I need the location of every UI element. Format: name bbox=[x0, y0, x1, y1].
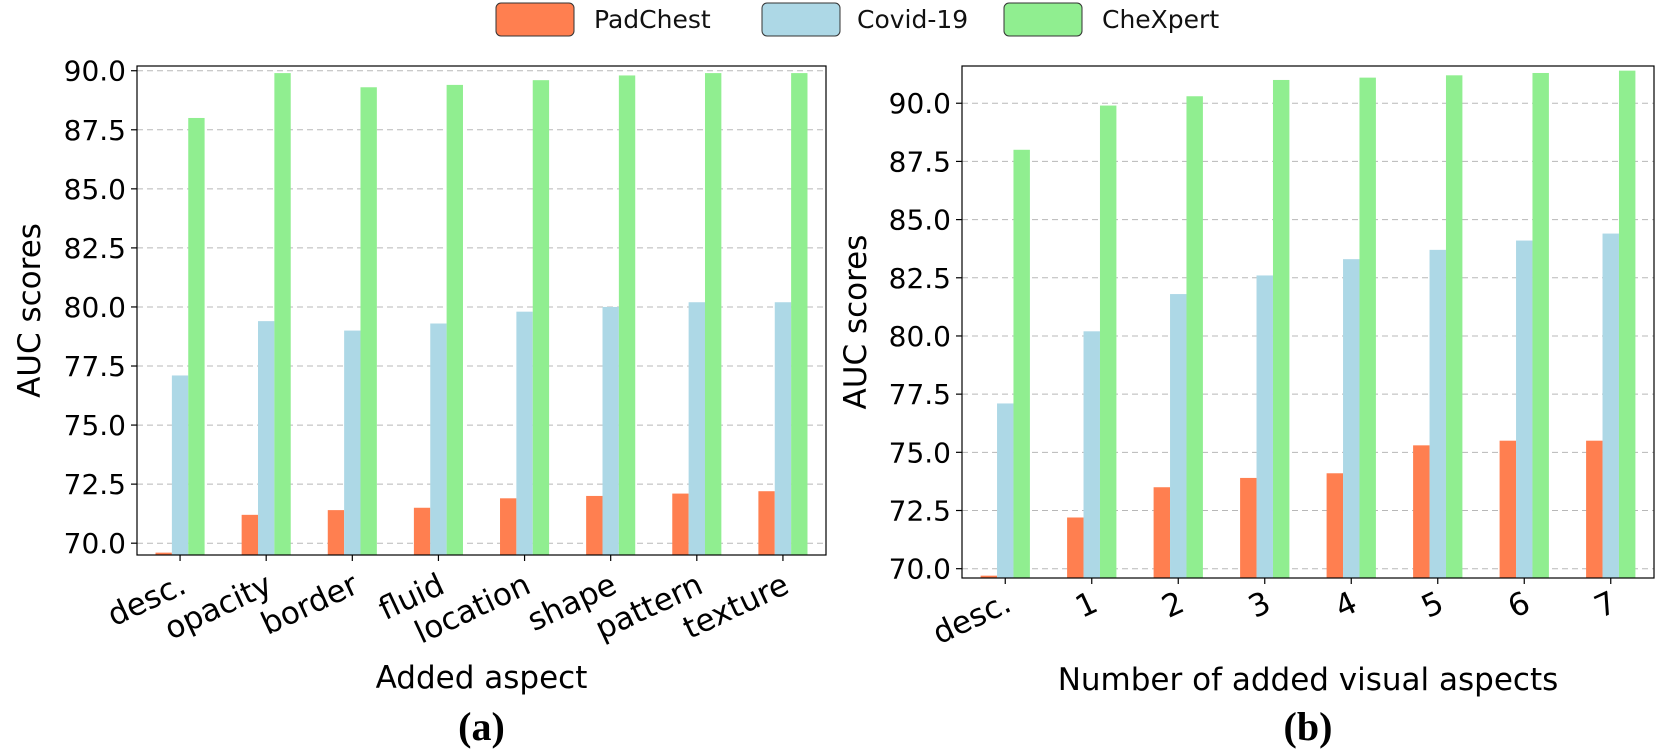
y-tick-label: 75.0 bbox=[64, 409, 126, 442]
y-tick-label: 87.5 bbox=[889, 145, 951, 178]
bar-chexpert-7 bbox=[1618, 70, 1636, 579]
bar-padchest-3 bbox=[1240, 477, 1257, 578]
bar-padchest-1 bbox=[241, 514, 259, 555]
bar-chexpert-7 bbox=[791, 73, 808, 555]
x-tick-label: 3 bbox=[1243, 585, 1276, 626]
bar-padchest-5 bbox=[1413, 445, 1430, 578]
x-tick-label: 1 bbox=[1070, 585, 1103, 626]
bar-chexpert-0 bbox=[1013, 149, 1030, 579]
bar-chexpert-0 bbox=[188, 117, 205, 556]
bar-padchest-4 bbox=[1326, 473, 1344, 578]
bar-chexpert-2 bbox=[360, 87, 377, 556]
plot-frame bbox=[136, 65, 827, 556]
bar-covid19-3 bbox=[1256, 275, 1273, 578]
panel-label: (b) bbox=[1284, 704, 1333, 749]
x-tick-label: 6 bbox=[1503, 585, 1536, 626]
y-tick-label: 72.5 bbox=[889, 495, 951, 528]
chart-panel-a: 70.072.575.077.580.082.585.087.590.0 des… bbox=[12, 55, 827, 749]
bar-chexpert-5 bbox=[618, 75, 636, 555]
bar-padchest-2 bbox=[1153, 487, 1171, 578]
bar-covid19-2 bbox=[1170, 294, 1187, 578]
plot-frame bbox=[961, 65, 1655, 579]
bar-covid19-1 bbox=[1083, 331, 1100, 578]
chart-panel-b: 70.0 72.5 75.0 77.5 80.0 82.5 85.0 87.5 90.0 des… bbox=[838, 65, 1655, 749]
legend-swatch-chexpert bbox=[1003, 2, 1083, 37]
legend-swatch-covid19 bbox=[761, 2, 841, 37]
bar-padchest-0 bbox=[155, 552, 172, 555]
bar-covid19-7 bbox=[1602, 233, 1619, 578]
y-tick-label: 80.0 bbox=[889, 320, 951, 353]
x-tick-label: 5 bbox=[1416, 585, 1449, 626]
bar-covid19-4 bbox=[1343, 259, 1360, 578]
bar-padchest-4 bbox=[500, 498, 517, 555]
bar-covid19-5 bbox=[602, 306, 619, 555]
y-tick-label: 80.0 bbox=[64, 291, 126, 324]
y-tick-label: 90.0 bbox=[889, 87, 951, 120]
bar-chexpert-2 bbox=[1186, 96, 1203, 578]
legend-label-chexpert: CheXpert bbox=[1102, 5, 1219, 34]
x-tick-label: border bbox=[256, 567, 364, 643]
bar-covid19-4 bbox=[516, 311, 533, 555]
bar-padchest-6 bbox=[1499, 440, 1517, 578]
bar-covid19-6 bbox=[688, 302, 705, 555]
bar-covid19-1 bbox=[258, 321, 275, 555]
bar-covid19-2 bbox=[344, 330, 361, 555]
bar-chexpert-6 bbox=[1532, 72, 1549, 579]
y-tick-label: 82.5 bbox=[64, 232, 126, 265]
bar-covid19-5 bbox=[1429, 249, 1446, 578]
y-tick-label: 75.0 bbox=[889, 436, 951, 469]
y-tick-label: 85.0 bbox=[889, 204, 951, 237]
bar-chexpert-1 bbox=[1099, 105, 1117, 579]
x-axis-label: Number of added visual aspects bbox=[1058, 662, 1559, 698]
bar-covid19-0 bbox=[997, 403, 1014, 578]
bar-chexpert-4 bbox=[532, 80, 550, 555]
bar-chexpert-3 bbox=[446, 84, 463, 555]
y-tick-label: 85.0 bbox=[64, 173, 126, 206]
bar-chexpert-6 bbox=[704, 73, 722, 555]
bar-chexpert-1 bbox=[274, 73, 291, 555]
y-tick-label: 77.5 bbox=[64, 350, 126, 383]
bar-chexpert-3 bbox=[1272, 79, 1290, 579]
x-tick-label: desc. bbox=[927, 585, 1016, 652]
bar-padchest-2 bbox=[327, 510, 345, 555]
panel-label: (a) bbox=[458, 704, 505, 749]
bar-covid19-3 bbox=[430, 323, 447, 555]
bar-padchest-7 bbox=[758, 491, 775, 555]
legend-swatch-padchest bbox=[495, 2, 575, 37]
x-tick-label: 4 bbox=[1330, 585, 1363, 626]
x-tick-label: 7 bbox=[1589, 585, 1622, 626]
y-tick-label: 87.5 bbox=[64, 114, 126, 147]
bar-padchest-0 bbox=[980, 575, 998, 578]
bar-covid19-0 bbox=[171, 375, 189, 555]
y-tick-label: 70.0 bbox=[64, 527, 126, 560]
bar-chexpert-4 bbox=[1359, 77, 1376, 579]
bar-covid19-7 bbox=[774, 302, 792, 555]
y-tick-label: 90.0 bbox=[64, 55, 126, 88]
y-tick-label: 77.5 bbox=[889, 378, 951, 411]
bar-covid19-6 bbox=[1516, 240, 1533, 578]
bar-padchest-1 bbox=[1067, 517, 1084, 578]
bar-padchest-7 bbox=[1586, 440, 1603, 578]
x-axis-label: Added aspect bbox=[376, 660, 588, 696]
y-tick-label: 70.0 bbox=[889, 553, 951, 586]
y-tick-label: 72.5 bbox=[64, 468, 126, 501]
bar-chexpert-5 bbox=[1445, 75, 1463, 579]
y-axis-label: AUC scores bbox=[12, 223, 48, 398]
legend: PadChest Covid-19 CheXpert bbox=[495, 2, 1219, 37]
y-axis-label: AUC scores bbox=[838, 235, 874, 410]
y-tick-label: 82.5 bbox=[889, 262, 951, 295]
bar-padchest-3 bbox=[413, 507, 431, 555]
x-tick-label: 2 bbox=[1157, 585, 1190, 626]
legend-label-padchest: PadChest bbox=[594, 5, 711, 34]
legend-label-covid19: Covid-19 bbox=[857, 5, 968, 34]
bar-padchest-5 bbox=[586, 495, 603, 555]
bar-padchest-6 bbox=[672, 493, 689, 555]
